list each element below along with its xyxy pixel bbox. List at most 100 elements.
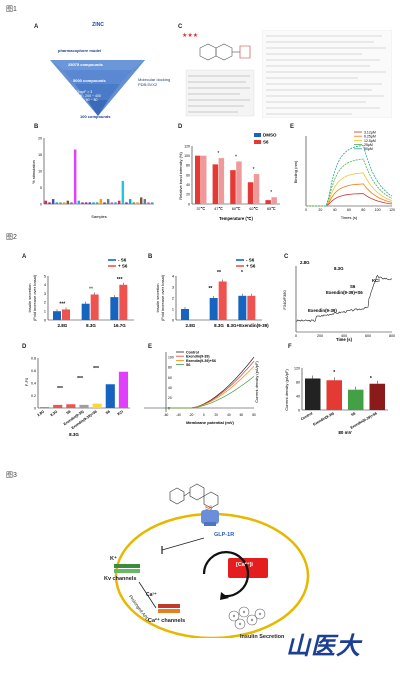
bar [143, 199, 147, 204]
bar [247, 182, 254, 204]
bar [79, 404, 89, 408]
x-tick-label: 80 [252, 413, 256, 417]
bar [44, 200, 48, 204]
svg-text:★★★: ★★★ [182, 32, 198, 39]
x-tick-label: 2.8G [185, 323, 195, 328]
y-axis-label: Insulin secretion [27, 284, 32, 313]
bar [119, 284, 128, 320]
y-tick-label: 1 [172, 307, 174, 311]
x-tick-label: 40 [333, 208, 337, 212]
y-axis-label: Binding (nm) [293, 160, 298, 183]
significance-mark: *** [59, 301, 65, 307]
bar [90, 294, 99, 320]
significance-mark: * [333, 370, 335, 376]
bar [128, 199, 132, 204]
bar [66, 200, 70, 204]
y-tick-label: 0 [298, 408, 300, 412]
panel-label-c: C [178, 24, 183, 30]
bar [230, 170, 236, 204]
bar [99, 199, 103, 204]
x-tick-label: 100 [375, 208, 381, 212]
significance-mark: * [253, 167, 255, 173]
bar [105, 384, 115, 408]
bar [88, 202, 92, 204]
y-tick-label: 20 [168, 396, 172, 400]
scheme-ca-ion: Ca²⁺ [146, 592, 157, 598]
bar [59, 202, 62, 204]
chart-kv-current: Current density (pA/pF) Control Exendin(9-… [284, 366, 388, 435]
y-tick-label: 120 [184, 144, 190, 148]
x-tick-label: -40 [176, 413, 181, 417]
funnel-level-4: 100 compounds [80, 114, 111, 119]
panel-label-e: E [290, 124, 295, 130]
legend-swatch [254, 133, 261, 137]
significance-mark: ** [208, 286, 212, 292]
y-tick-label: 0 [168, 406, 170, 410]
series-line [166, 376, 255, 409]
university-logo: 山医大 [286, 631, 361, 660]
mechanism-scheme [114, 483, 310, 638]
significance-mark: * [270, 190, 272, 196]
bar [209, 298, 218, 320]
panel-label-b: B [34, 124, 39, 130]
x-tick-label: 0 [203, 413, 205, 417]
legend-label: 3.12μM [364, 130, 376, 134]
series-line [306, 144, 393, 207]
x-axis-label: Membrane potential (mV) [186, 420, 234, 425]
x-tick-label: 600 [365, 334, 371, 338]
bar [238, 295, 247, 320]
bar [53, 404, 63, 408]
bar [218, 158, 225, 204]
legend-label: + S6 [118, 264, 128, 269]
y-tick-label: 0.6 [31, 369, 36, 373]
x-tick-label: 20 [318, 208, 322, 212]
significance-mark: ** [89, 286, 93, 292]
chart-insulin-glucose: Insulin secretion (Fold increase over bas… [27, 258, 134, 328]
bar [125, 202, 128, 204]
bar [201, 155, 207, 204]
series-line [166, 360, 255, 409]
screening-funnel: ZINC [50, 22, 145, 116]
x-tick-label: S6 [350, 411, 356, 417]
legend-label: Control [186, 350, 199, 354]
bar [103, 202, 106, 204]
y-tick-label: 100 [168, 355, 174, 359]
x-tick-label: 200 [317, 334, 323, 338]
y-tick-label: 3 [44, 292, 46, 296]
bar [55, 202, 59, 204]
x-axis-label: Time (s) [336, 337, 353, 342]
bar [62, 309, 70, 320]
significance-mark: *** [93, 366, 99, 372]
y-tick-label: 0.4 [31, 381, 36, 385]
x-tick-label: 0 [305, 208, 307, 212]
bar [53, 311, 61, 320]
bar [121, 180, 125, 204]
docking-results-table [262, 30, 392, 118]
x-tick-label: 62℃ [249, 207, 258, 211]
x-tick-label: 80 [361, 208, 365, 212]
bar [348, 389, 364, 410]
bar [106, 199, 110, 204]
panel-label-d: D [178, 124, 183, 130]
x-tick-label: 2.8G [36, 409, 45, 417]
legend-swatch [254, 140, 261, 144]
bar [265, 200, 271, 204]
legend-label: DMSO [263, 133, 277, 138]
bar [62, 202, 66, 204]
chart-thermal-shift: Relative band intensity (%) 37℃ 47℃ * 60℃ * 62… [178, 133, 280, 221]
chart-calcium-ff0: F-F02.8G 8.3G S6Exendin(9-39)Exendin(9-39)… [24, 356, 130, 437]
legend-label: 6.25μM [364, 135, 376, 139]
x-tick-label: Control [300, 411, 313, 421]
annotation: KCl [372, 278, 380, 283]
bar [81, 303, 90, 320]
chart-calcium-trace: F340/F380 2.8G 8.3G S6 KCl Exendin(9-39)+S6 Ex… [282, 260, 395, 342]
y-tick-label: 2 [172, 296, 174, 300]
legend-label: 12.5μM [364, 139, 376, 143]
bar [236, 161, 242, 204]
y-tick-label: 2 [44, 301, 46, 305]
y-tick-label: 10 [38, 169, 42, 173]
y-tick-label: 0 [34, 406, 36, 410]
y-tick-label: 20 [38, 136, 42, 140]
figure-2-label: 图2 [6, 234, 17, 241]
panel-label-c2: C [284, 254, 289, 260]
